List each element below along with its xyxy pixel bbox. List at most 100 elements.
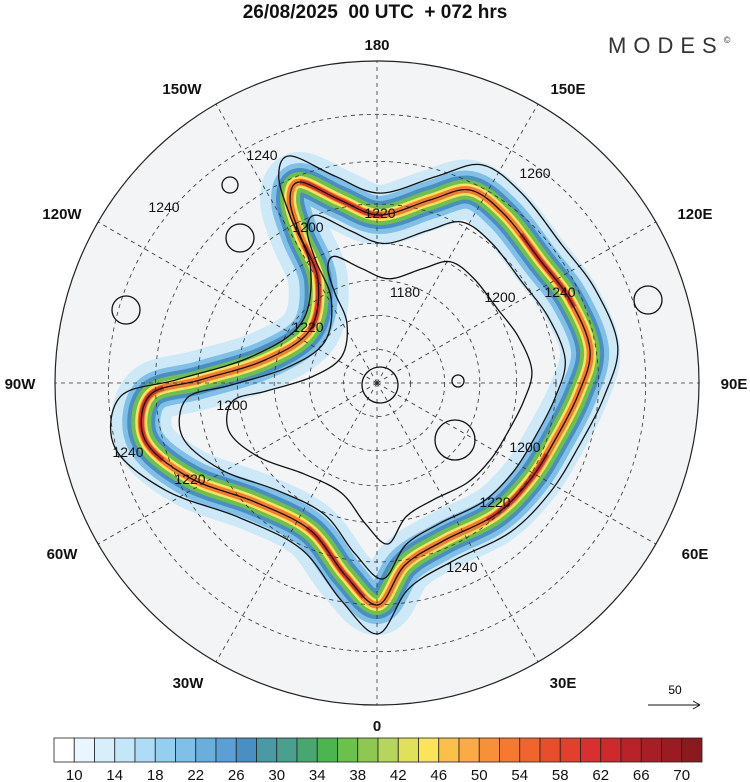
contour-label: 1200 xyxy=(484,289,515,305)
colorbar-swatch xyxy=(357,737,379,763)
meridian-line xyxy=(97,382,378,545)
colorbar-swatch xyxy=(215,737,237,763)
height-contour-closed xyxy=(111,295,141,325)
colorbar-swatch xyxy=(235,737,257,763)
logo-mark: © xyxy=(723,35,731,45)
colorbar-swatch xyxy=(73,737,95,763)
longitude-label: 90W xyxy=(5,376,37,393)
height-contour-closed xyxy=(434,419,476,461)
meridian-line xyxy=(376,382,539,663)
reference-vector: 50 xyxy=(648,683,701,710)
longitude-label: 120E xyxy=(677,206,712,223)
contour-label: 1220 xyxy=(364,205,395,221)
arrow-head-icon xyxy=(692,700,701,710)
height-contour-closed xyxy=(221,176,239,194)
colorbar-tick-label: 54 xyxy=(511,767,528,782)
height-contour-closed xyxy=(361,366,399,404)
contour-label: 1240 xyxy=(148,199,179,215)
contour-label: 1240 xyxy=(246,147,277,163)
colorbar-tick-label: 62 xyxy=(592,767,609,782)
contour-label: 1240 xyxy=(544,284,575,300)
longitude-label: 60E xyxy=(682,546,709,563)
longitude-label: 30W xyxy=(173,675,205,692)
colorbar-tick-label: 26 xyxy=(228,767,245,782)
colorbar-swatch xyxy=(438,737,460,763)
contour-label: 1220 xyxy=(174,471,205,487)
colorbar-tick-label: 42 xyxy=(390,767,407,782)
colorbar-tick-label: 18 xyxy=(147,767,164,782)
height-contour-closed xyxy=(451,374,465,388)
height-contour-closed xyxy=(225,223,255,253)
contour-label: 1240 xyxy=(112,444,143,460)
colorbar-tick-label: 38 xyxy=(349,767,366,782)
colorbar-swatch xyxy=(580,737,602,763)
colorbar-swatch xyxy=(559,737,581,763)
colorbar-swatch xyxy=(458,737,480,763)
latitude-circle-20 xyxy=(107,113,647,653)
colorbar-tick-label: 14 xyxy=(106,767,123,782)
meridian-line xyxy=(376,382,657,545)
reference-vector-label: 50 xyxy=(668,683,682,697)
logo-text: MODES xyxy=(608,33,724,58)
colorbar-swatch xyxy=(114,737,136,763)
longitude-label: 150E xyxy=(550,81,585,98)
colorbar-swatch xyxy=(195,737,217,763)
colorbar-swatch xyxy=(418,737,440,763)
colorbar-swatch xyxy=(397,737,419,763)
colorbar-tick-label: 22 xyxy=(187,767,204,782)
colorbar-swatch xyxy=(337,737,359,763)
contour-label: 1180 xyxy=(390,284,420,300)
colorbar-tick-label: 70 xyxy=(673,767,690,782)
colorbar-swatch xyxy=(316,737,338,763)
height-contour-closed xyxy=(633,285,663,315)
contour-label: 1220 xyxy=(479,494,510,510)
colorbar: 10 14 18 22 26 30 34 38 42 46 50 54 58 62 66 70 xyxy=(53,737,703,782)
modes-logo: MODES© xyxy=(608,33,730,59)
colorbar-swatch xyxy=(640,737,662,763)
colorbar-swatch xyxy=(519,737,541,763)
contour-label: 1200 xyxy=(292,219,323,235)
colorbar-swatch xyxy=(600,737,622,763)
colorbar-tick-label: 50 xyxy=(471,767,488,782)
height-contour xyxy=(226,255,533,545)
meridian-line xyxy=(376,221,657,384)
colorbar-swatch xyxy=(256,737,278,763)
meridian-line xyxy=(215,382,378,663)
meridian-line xyxy=(97,221,378,384)
contour-label: 1220 xyxy=(292,319,323,335)
chart-title: 26/08/2025 00 UTC + 072 hrs xyxy=(242,2,508,23)
contour-label: 1200 xyxy=(509,439,540,455)
colorbar-swatch xyxy=(539,737,561,763)
colorbar-swatch xyxy=(377,737,399,763)
colorbar-swatch xyxy=(276,737,298,763)
contour-labels: 1240 1220 1260 1240 1200 1200 1240 1180 1220 1200… xyxy=(112,147,575,575)
longitude-label: 120W xyxy=(42,206,82,223)
map-border xyxy=(54,60,700,706)
colorbar-swatch xyxy=(53,737,75,763)
colorbar-tick-label: 34 xyxy=(309,767,326,782)
height-contour xyxy=(140,181,591,606)
latitude-circle-60 xyxy=(273,279,481,487)
colorbar-swatch xyxy=(94,737,116,763)
longitude-label: 30E xyxy=(550,675,577,692)
longitude-label: 0 xyxy=(373,718,381,735)
colorbar-swatch xyxy=(681,737,703,763)
height-contour xyxy=(178,214,566,580)
colorbar-swatch xyxy=(499,737,521,763)
meridian-line xyxy=(376,103,539,384)
colorbar-swatch xyxy=(620,737,642,763)
contour-label: 1240 xyxy=(446,559,477,575)
longitude-label: 150W xyxy=(162,81,202,98)
longitude-label: 180 xyxy=(364,37,389,54)
colorbar-swatch xyxy=(134,737,156,763)
contour-label: 1200 xyxy=(216,397,247,413)
height-contours xyxy=(109,155,663,635)
colorbar-tick-label: 66 xyxy=(633,767,650,782)
colorbar-swatch xyxy=(478,737,500,763)
longitude-label: 60W xyxy=(47,546,79,563)
meridian-line xyxy=(215,103,378,384)
colorbar-swatch xyxy=(296,737,318,763)
colorbar-tick-label: 46 xyxy=(430,767,447,782)
colorbar-swatch xyxy=(154,737,176,763)
colorbar-swatch xyxy=(661,737,683,763)
